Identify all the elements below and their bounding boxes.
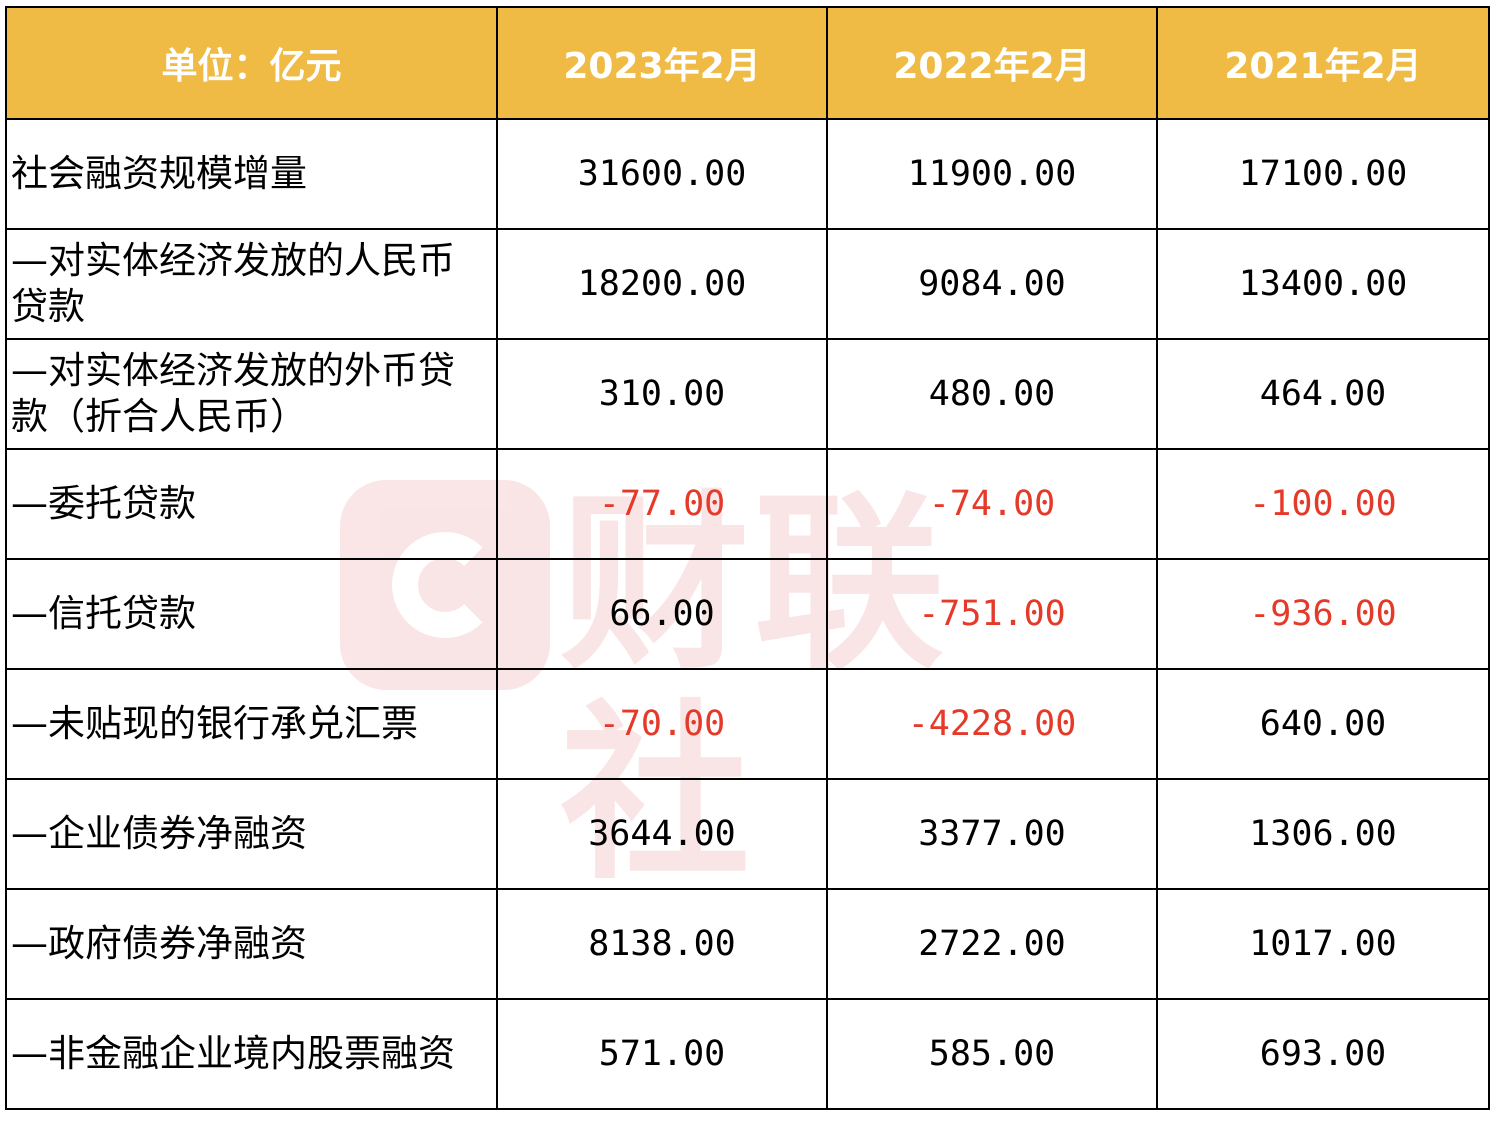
- value-cell: 13400.00: [1156, 228, 1490, 340]
- value-cell: 464.00: [1156, 338, 1490, 450]
- row-label: —非金融企业境内股票融资: [5, 998, 498, 1110]
- value-cell: 571.00: [496, 998, 828, 1110]
- table-row: —对实体经济发放的外币贷款（折合人民币） 310.00 480.00 464.0…: [5, 338, 1490, 450]
- value-cell: 3377.00: [826, 778, 1158, 890]
- row-label: —政府债券净融资: [5, 888, 498, 1000]
- value-cell: 310.00: [496, 338, 828, 450]
- table-row: 社会融资规模增量 31600.00 11900.00 17100.00: [5, 118, 1490, 230]
- value-cell: 18200.00: [496, 228, 828, 340]
- value-cell: -100.00: [1156, 448, 1490, 560]
- value-cell: -74.00: [826, 448, 1158, 560]
- value-cell: 9084.00: [826, 228, 1158, 340]
- table-row: —企业债券净融资 3644.00 3377.00 1306.00: [5, 778, 1490, 890]
- row-label: 社会融资规模增量: [5, 118, 498, 230]
- value-cell: -4228.00: [826, 668, 1158, 780]
- value-cell: 1017.00: [1156, 888, 1490, 1000]
- value-cell: -77.00: [496, 448, 828, 560]
- table-row: —政府债券净融资 8138.00 2722.00 1017.00: [5, 888, 1490, 1000]
- value-cell: 2722.00: [826, 888, 1158, 1000]
- value-cell: 480.00: [826, 338, 1158, 450]
- value-cell: 11900.00: [826, 118, 1158, 230]
- table-row: —对实体经济发放的人民币贷款 18200.00 9084.00 13400.00: [5, 228, 1490, 340]
- row-label: —未贴现的银行承兑汇票: [5, 668, 498, 780]
- table-row: —非金融企业境内股票融资 571.00 585.00 693.00: [5, 998, 1490, 1110]
- value-cell: 3644.00: [496, 778, 828, 890]
- value-cell: 8138.00: [496, 888, 828, 1000]
- financing-table: 单位：亿元 2023年2月 2022年2月 2021年2月 社会融资规模增量 3…: [5, 6, 1490, 1110]
- table-row: —信托贷款 66.00 -751.00 -936.00: [5, 558, 1490, 670]
- table-row: —未贴现的银行承兑汇票 -70.00 -4228.00 640.00: [5, 668, 1490, 780]
- value-cell: 585.00: [826, 998, 1158, 1110]
- row-label: —对实体经济发放的人民币贷款: [5, 228, 498, 340]
- row-label: —信托贷款: [5, 558, 498, 670]
- value-cell: -936.00: [1156, 558, 1490, 670]
- value-cell: 17100.00: [1156, 118, 1490, 230]
- value-cell: 1306.00: [1156, 778, 1490, 890]
- table-row: —委托贷款 -77.00 -74.00 -100.00: [5, 448, 1490, 560]
- value-cell: -70.00: [496, 668, 828, 780]
- value-cell: 66.00: [496, 558, 828, 670]
- row-label: —委托贷款: [5, 448, 498, 560]
- value-cell: 640.00: [1156, 668, 1490, 780]
- value-cell: 31600.00: [496, 118, 828, 230]
- period-header: 2021年2月: [1156, 6, 1490, 120]
- unit-header: 单位：亿元: [5, 6, 498, 120]
- row-label: —企业债券净融资: [5, 778, 498, 890]
- period-header: 2022年2月: [826, 6, 1158, 120]
- period-header: 2023年2月: [496, 6, 828, 120]
- row-label: —对实体经济发放的外币贷款（折合人民币）: [5, 338, 498, 450]
- value-cell: -751.00: [826, 558, 1158, 670]
- value-cell: 693.00: [1156, 998, 1490, 1110]
- header-row: 单位：亿元 2023年2月 2022年2月 2021年2月: [5, 6, 1490, 120]
